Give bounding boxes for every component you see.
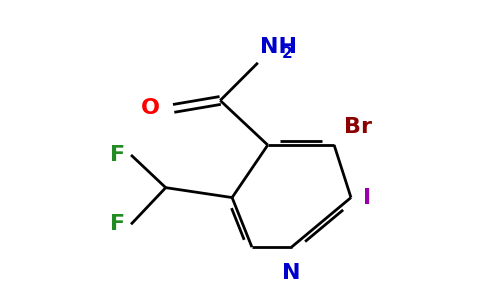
Text: NH: NH	[260, 37, 297, 57]
Text: Br: Br	[344, 117, 372, 137]
Text: F: F	[110, 145, 125, 165]
Text: F: F	[110, 214, 125, 234]
Text: N: N	[282, 263, 301, 283]
Text: O: O	[141, 98, 160, 118]
Text: 2: 2	[282, 46, 292, 61]
Text: I: I	[363, 188, 371, 208]
